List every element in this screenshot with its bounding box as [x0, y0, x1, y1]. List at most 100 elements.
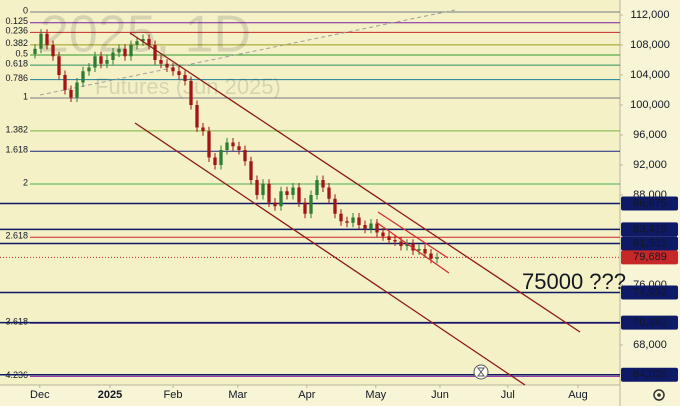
gear[interactable]: [657, 393, 661, 397]
candle-body: [357, 217, 361, 226]
price-label-box: [621, 222, 678, 237]
candle-body: [177, 71, 181, 76]
candle-body: [423, 249, 427, 254]
candle-body: [81, 71, 85, 83]
fib-label: 1.618: [5, 145, 28, 155]
candle-body: [249, 161, 253, 181]
price-label: 70,980: [633, 317, 667, 329]
fib-label: 1.382: [5, 124, 28, 134]
candle-body: [123, 48, 127, 57]
channel-line: [375, 221, 450, 274]
candle-body: [387, 236, 391, 241]
candle-body: [39, 33, 43, 49]
price-label: 64,026: [633, 369, 667, 381]
candle-body: [51, 45, 55, 57]
fib-label: 2.618: [5, 231, 28, 241]
candle-body: [417, 249, 421, 251]
candle-body: [183, 75, 187, 82]
price-label-box: [621, 315, 678, 330]
fib-label: 0.786: [5, 73, 28, 83]
candle-body: [45, 33, 49, 46]
fib-label: 0.618: [5, 59, 28, 69]
candle-body: [99, 56, 103, 64]
candle-body: [255, 180, 259, 196]
gear[interactable]: [653, 389, 665, 401]
price-label: 86,875: [633, 197, 667, 209]
candle-body: [93, 56, 97, 68]
candle-body: [33, 48, 37, 55]
candle-body: [351, 217, 355, 223]
candle-body: [165, 63, 169, 68]
candle-body: [333, 198, 337, 214]
x-tick-label: Jul: [501, 389, 515, 401]
icon: [477, 367, 485, 377]
candle-body: [309, 195, 313, 214]
price-label-box: [621, 196, 678, 211]
candle-body: [261, 183, 265, 196]
candle-body: [171, 67, 175, 72]
candle-body: [285, 191, 289, 196]
candle-body: [111, 52, 115, 61]
y-tick-label: 112,000: [631, 9, 670, 21]
time-marker-icon: [473, 364, 489, 380]
candles: [33, 29, 439, 264]
candle-body: [279, 191, 283, 207]
candle-body: [189, 81, 193, 106]
x-tick-label: 2025: [98, 389, 122, 401]
candle-body: [159, 60, 163, 64]
fib-label: 0.236: [5, 26, 28, 36]
plot-background: [0, 0, 620, 385]
x-tick-label: Apr: [298, 389, 315, 401]
x-tick-label: Mar: [228, 389, 247, 401]
candle-body: [363, 225, 367, 229]
time-axis-background: [0, 385, 620, 406]
price-label-box: [621, 236, 678, 251]
channel-line: [134, 122, 526, 386]
candle-body: [87, 67, 91, 72]
candle-body: [141, 39, 145, 42]
candle-body: [153, 45, 157, 61]
candle-body: [405, 243, 409, 247]
price-label-box: [621, 285, 678, 300]
x-tick-label: Feb: [164, 389, 183, 401]
candle-body: [57, 56, 61, 76]
candle-body: [75, 82, 79, 98]
candle-body: [63, 75, 67, 91]
y-tick-label: 92,000: [633, 159, 667, 171]
y-tick-label: 108,000: [630, 39, 670, 51]
candle-body: [129, 45, 133, 57]
candle-body: [399, 241, 403, 247]
price-label: 74,992: [633, 286, 667, 298]
candle-body: [429, 253, 433, 259]
candle-body: [213, 157, 217, 166]
candle-body: [393, 240, 397, 242]
price-label-box: [621, 367, 678, 382]
candle-body: [369, 223, 373, 229]
channel-line: [129, 32, 581, 333]
fib-label: 0.382: [5, 38, 28, 48]
trend-line: [39, 9, 456, 96]
fib-label: 3.618: [5, 317, 28, 327]
candle-body: [291, 187, 295, 196]
candle-body: [273, 202, 277, 207]
candle-body: [339, 213, 343, 222]
fib-label: 0: [23, 5, 28, 15]
candle-body: [195, 105, 199, 128]
settings-button[interactable]: [653, 389, 665, 401]
channel: [129, 32, 581, 386]
price-label-box: [621, 250, 678, 265]
fib-label: 0.125: [5, 16, 28, 26]
x-tick-label: May: [365, 389, 386, 401]
candle-body: [375, 223, 379, 233]
fib-label: 0.5: [15, 48, 28, 58]
annotation: 75000 ???: [522, 269, 626, 294]
x-tick-label: Dec: [30, 389, 50, 401]
channel-line: [377, 211, 449, 259]
candle-body: [267, 183, 271, 203]
candle-body: [207, 131, 211, 158]
candle-body: [243, 150, 247, 162]
candle-body: [303, 202, 307, 214]
y-tick-label: 96,000: [633, 129, 667, 141]
candle-body: [321, 180, 325, 188]
